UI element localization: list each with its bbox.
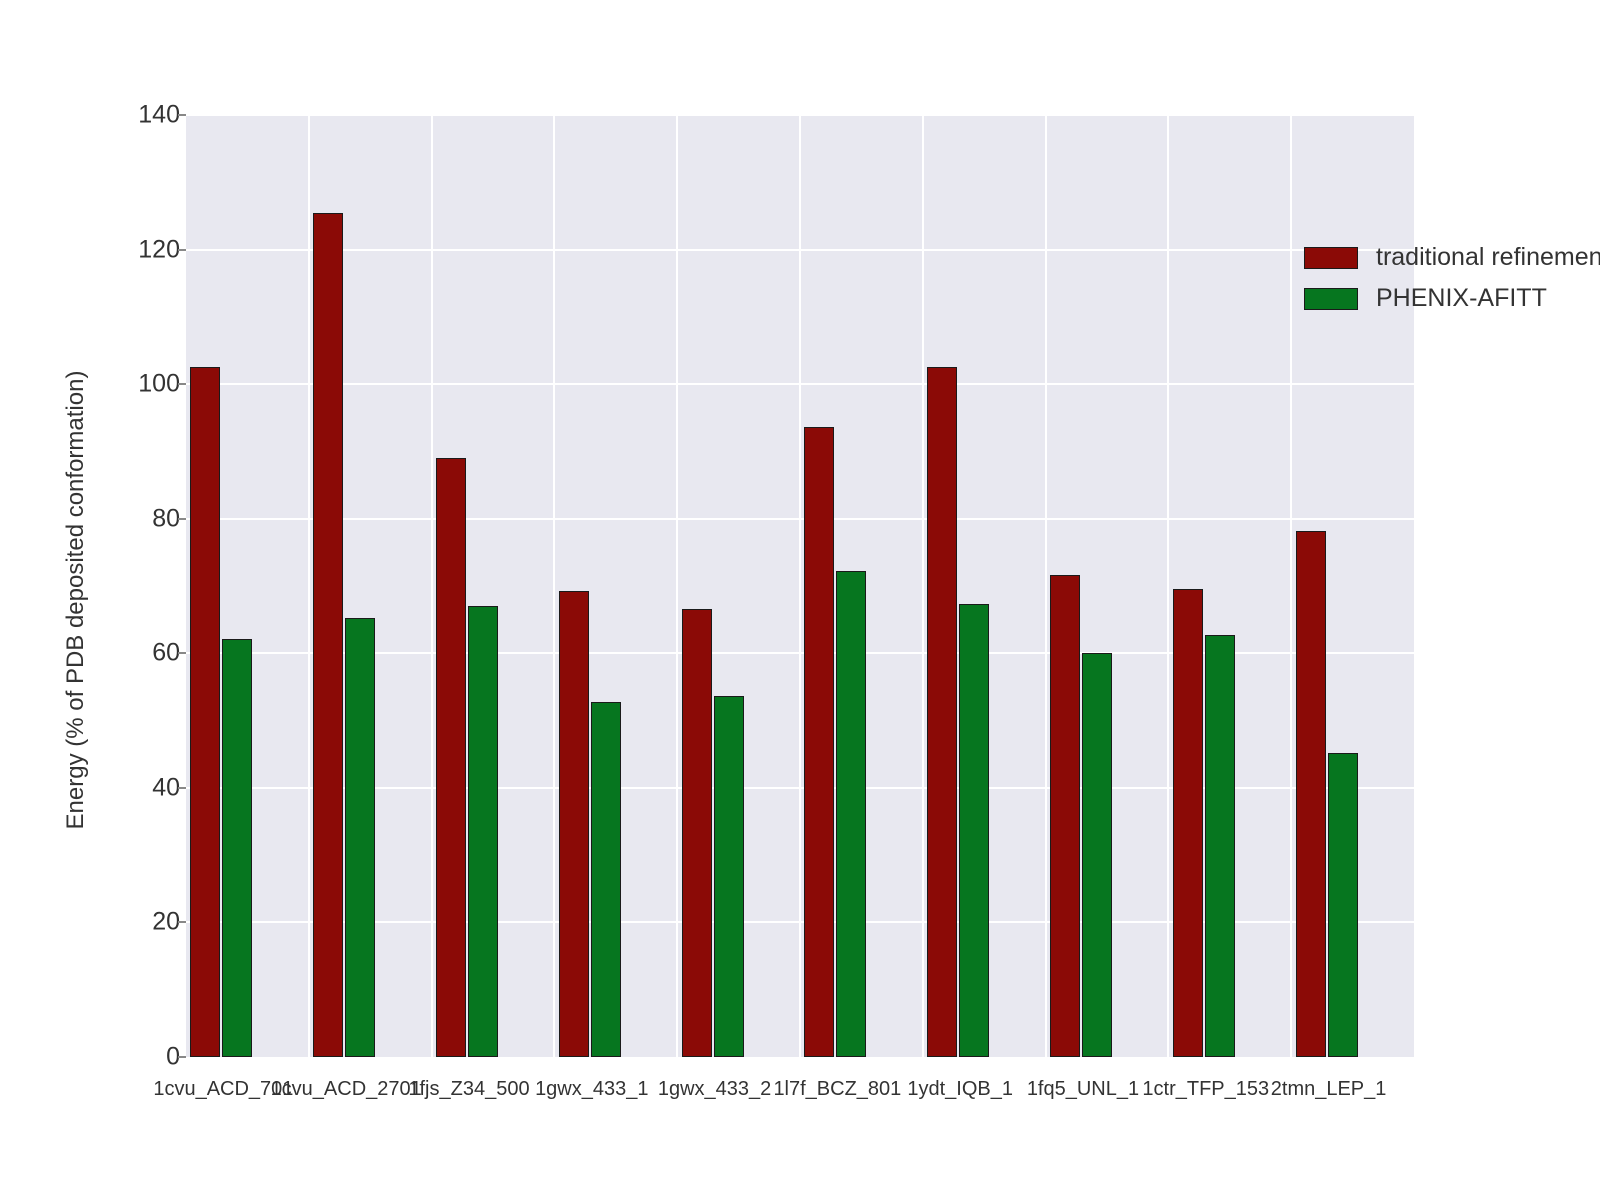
bar [345, 618, 376, 1057]
gridline-vertical [307, 115, 310, 1057]
bar [467, 606, 498, 1057]
gridline-vertical [553, 115, 556, 1057]
x-axis-tick-label: 1gwx_433_1 [535, 1078, 649, 1100]
x-axis-tick-label: 1l7f_BCZ_801 [773, 1078, 902, 1100]
y-axis-tick-mark [178, 652, 186, 655]
x-axis-tick-label: 2tmn_LEP_1 [1270, 1078, 1387, 1100]
legend-swatch [1304, 287, 1358, 310]
x-axis-tick-label: 1ctr_TFP_153 [1142, 1078, 1270, 1100]
gridline-vertical [676, 115, 679, 1057]
legend-label: PHENIX-AFITT [1376, 284, 1547, 312]
bar [1172, 588, 1203, 1057]
gridline-vertical [1044, 115, 1047, 1057]
x-axis-tick-label: 1cvu_ACD_701 [153, 1078, 294, 1100]
y-axis-tick-mark [178, 248, 186, 251]
plot-area: traditional refinement PHENIX-AFITT [186, 114, 1600, 1057]
bar [1081, 652, 1112, 1057]
x-axis-tick-label: 1fjs_Z34_500 [408, 1078, 530, 1100]
gridline-vertical [1290, 115, 1293, 1057]
bar [435, 458, 466, 1057]
y-axis-tick-mark [178, 786, 186, 789]
bar [836, 570, 867, 1057]
y-axis-label: Energy (% of PDB deposited conformation) [62, 370, 89, 830]
gridline-vertical [799, 115, 801, 1057]
bar [959, 604, 990, 1057]
bar [222, 639, 253, 1057]
bar [1049, 575, 1080, 1057]
bar [1327, 752, 1358, 1057]
bar [713, 696, 744, 1057]
bar [1295, 530, 1326, 1057]
legend: traditional refinement PHENIX-AFITT [1304, 243, 1600, 313]
bar [681, 608, 712, 1057]
gridline-vertical [430, 115, 433, 1057]
x-axis-tick-label: 1fq5_UNL_1 [1026, 1078, 1140, 1100]
bars-layer [186, 115, 1414, 1057]
bar [804, 427, 835, 1057]
bar [190, 367, 221, 1057]
y-axis-tick-mark [178, 921, 186, 924]
gridline-vertical [1167, 115, 1170, 1057]
bar [927, 366, 958, 1057]
bar [558, 590, 589, 1057]
legend-label: traditional refinement [1376, 243, 1600, 271]
y-axis-tick-mark [178, 114, 186, 116]
y-axis-tick-mark [178, 1056, 186, 1058]
legend-item: traditional refinement [1304, 243, 1600, 272]
legend-swatch [1304, 246, 1358, 269]
bar [1204, 635, 1235, 1057]
bar [313, 212, 344, 1057]
y-axis-tick-mark [178, 517, 186, 520]
x-axis-tick-label: 1ydt_IQB_1 [907, 1078, 1013, 1100]
gridline-vertical [921, 115, 924, 1057]
legend-item: PHENIX-AFITT [1304, 284, 1600, 313]
x-axis-tick-label: 1cvu_ACD_2701 [270, 1078, 422, 1100]
x-axis-tick-label: 1gwx_433_2 [657, 1078, 772, 1100]
y-axis-tick-mark [178, 383, 186, 386]
bar [590, 701, 621, 1057]
